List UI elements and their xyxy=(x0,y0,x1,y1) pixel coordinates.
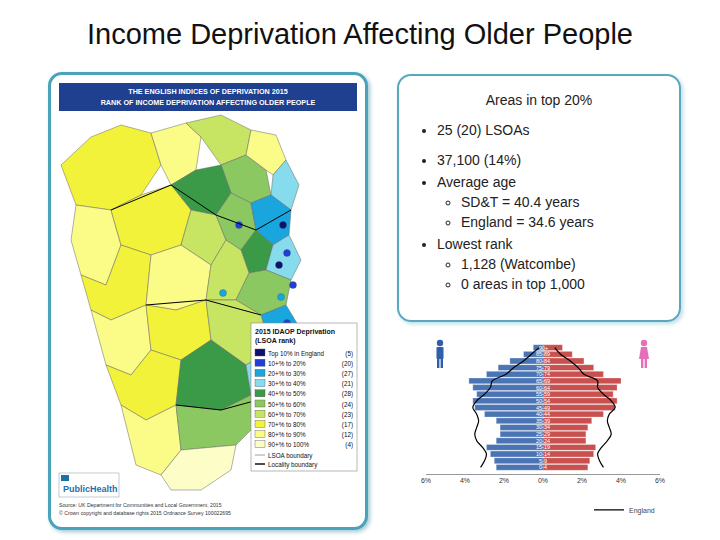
svg-text:10+% to 20%: 10+% to 20% xyxy=(268,360,306,367)
svg-text:(24): (24) xyxy=(342,401,353,409)
svg-text:0-4: 0-4 xyxy=(539,464,547,470)
svg-text:PublicHealth: PublicHealth xyxy=(63,484,118,494)
svg-text:(23): (23) xyxy=(342,411,353,419)
html-text:Lowest rank: Lowest rank xyxy=(437,236,513,252)
svg-text:(4): (4) xyxy=(345,441,353,449)
svg-text:4%: 4% xyxy=(460,477,470,484)
svg-text:20+% to 30%: 20+% to 30% xyxy=(268,370,306,377)
svg-text:55-59: 55-59 xyxy=(536,391,550,397)
html-text:Average age: Average age xyxy=(437,174,517,190)
svg-text:20-24: 20-24 xyxy=(536,438,550,444)
html-text:SD&T = 40.4 years: SD&T = 40.4 years xyxy=(461,194,580,210)
svg-text:(LSOA rank): (LSOA rank) xyxy=(255,337,296,345)
svg-text:(5): (5) xyxy=(345,350,353,358)
html-text:1,128 (Watcombe): 1,128 (Watcombe) xyxy=(461,256,576,272)
svg-text:4%: 4% xyxy=(616,477,626,484)
svg-text:90+% to 100%: 90+% to 100% xyxy=(268,441,310,448)
svg-text:RANK OF INCOME DEPRIVATION AFF: RANK OF INCOME DEPRIVATION AFFECTING OLD… xyxy=(101,98,316,107)
svg-text:2%: 2% xyxy=(577,477,587,484)
svg-text:60-64: 60-64 xyxy=(536,385,550,391)
html-text:England = 34.6 years: England = 34.6 years xyxy=(461,214,594,230)
svg-text:30+% to 40%: 30+% to 40% xyxy=(268,380,306,387)
svg-text:25-29: 25-29 xyxy=(536,431,550,437)
svg-text:5-9: 5-9 xyxy=(539,458,547,464)
svg-text:70+% to 80%: 70+% to 80% xyxy=(268,421,306,428)
html-text:37,100 (14%): 37,100 (14%) xyxy=(437,152,522,168)
svg-text:70-74: 70-74 xyxy=(536,371,550,377)
svg-text:35-39: 35-39 xyxy=(536,418,550,424)
svg-text:50+% to 60%: 50+% to 60% xyxy=(268,401,306,408)
svg-text:15-19: 15-19 xyxy=(536,444,550,450)
svg-text:40+% to 50%: 40+% to 50% xyxy=(268,390,306,397)
svg-text:(28): (28) xyxy=(342,390,353,398)
svg-text:50-54: 50-54 xyxy=(536,398,550,404)
svg-text:30-34: 30-34 xyxy=(536,424,550,430)
html-text:25 (20) LSOAs: 25 (20) LSOAs xyxy=(437,122,530,138)
svg-text:90+: 90+ xyxy=(539,345,548,351)
svg-text:0%: 0% xyxy=(538,477,548,484)
svg-text:THE ENGLISH INDICES OF DEPRIVA: THE ENGLISH INDICES OF DEPRIVATION 2015 xyxy=(128,87,287,96)
svg-text:2015 IDAOP Deprivation: 2015 IDAOP Deprivation xyxy=(255,328,335,336)
svg-text:80-84: 80-84 xyxy=(536,358,550,364)
svg-text:75-79: 75-79 xyxy=(536,365,550,371)
svg-text:(21): (21) xyxy=(342,380,353,388)
svg-text:6%: 6% xyxy=(421,477,431,484)
svg-text:65-69: 65-69 xyxy=(536,378,550,384)
svg-text:45-49: 45-49 xyxy=(536,405,550,411)
svg-text:(20): (20) xyxy=(342,360,353,368)
svg-text:80+% to 90%: 80+% to 90% xyxy=(268,431,306,438)
svg-text:Locality boundary: Locality boundary xyxy=(268,461,318,469)
svg-text:6%: 6% xyxy=(655,477,665,484)
svg-text:2%: 2% xyxy=(499,477,509,484)
svg-text:Source: UK Department for Comm: Source: UK Department for Communities an… xyxy=(59,502,222,508)
svg-text:© Crown copyright and database: © Crown copyright and database rights 20… xyxy=(59,510,231,516)
html-text:0 areas in top 1,000: 0 areas in top 1,000 xyxy=(461,276,585,292)
svg-text:85-89: 85-89 xyxy=(536,351,550,357)
html-text:Areas in top 20%: Areas in top 20% xyxy=(485,92,593,108)
svg-text:LSOA boundary: LSOA boundary xyxy=(268,452,313,460)
svg-text:(12): (12) xyxy=(342,431,353,439)
svg-text:(27): (27) xyxy=(342,370,353,378)
svg-text:10-14: 10-14 xyxy=(536,451,550,457)
svg-text:(17): (17) xyxy=(342,421,353,429)
svg-text:England: England xyxy=(629,507,655,515)
svg-text:40-44: 40-44 xyxy=(536,411,550,417)
html-text:Income Deprivation Affecting O: Income Deprivation Affecting Older Peopl… xyxy=(87,18,633,50)
svg-text:Top 10% in England: Top 10% in England xyxy=(268,350,325,358)
svg-text:60+% to 70%: 60+% to 70% xyxy=(268,411,306,418)
